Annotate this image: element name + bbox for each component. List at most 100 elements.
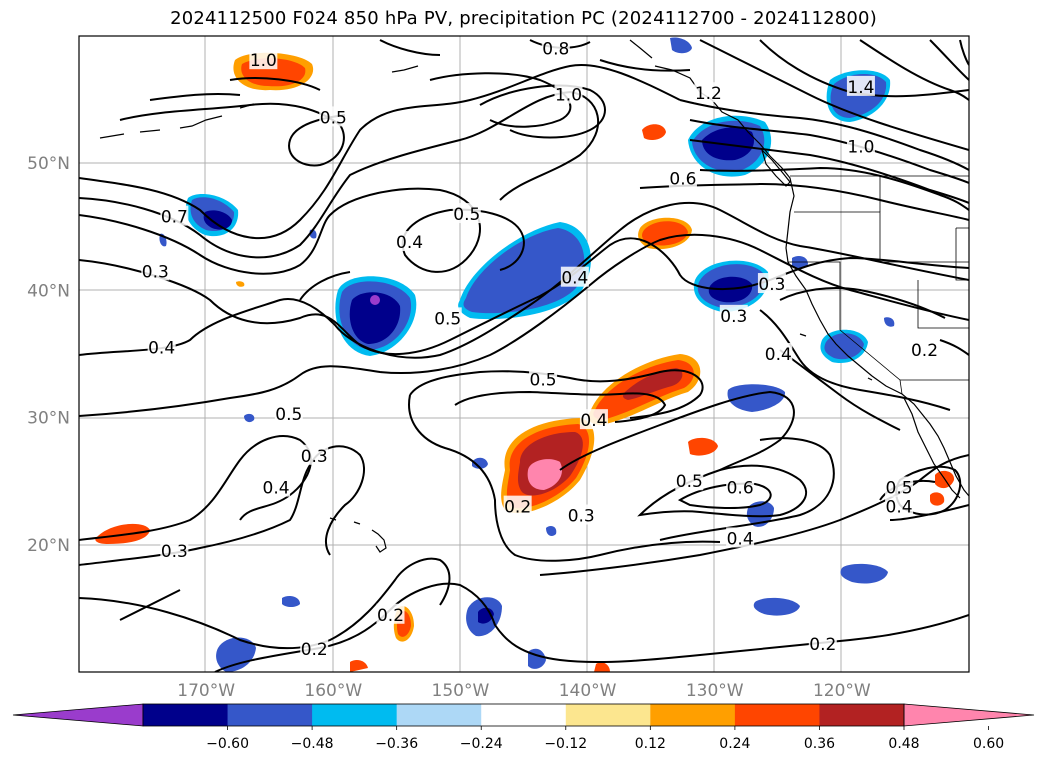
pv-contour-label: 1.2 [695, 84, 722, 104]
pv-label-background [910, 339, 939, 360]
pv-contour-label: 0.2 [301, 640, 328, 660]
pv-label-background [668, 167, 697, 188]
pv-contour-label: 0.3 [720, 307, 747, 327]
pv-label-background [764, 343, 793, 363]
pv-label-background [319, 106, 348, 127]
colorbar-tick-label: 0.12 [635, 736, 666, 752]
pv-label-background [300, 638, 329, 659]
colorbar-tick-label: 0.60 [973, 736, 1004, 752]
colorbar-tick-label: −0.60 [206, 736, 249, 752]
pv-label-background [808, 633, 837, 654]
pv-label-background [885, 495, 914, 516]
pv-contour-label: 0.3 [568, 507, 595, 527]
colorbar-swatch [734, 704, 820, 726]
pv-contour-label: 0.3 [758, 275, 785, 295]
colorbar: −0.60 −0.48 −0.36 −0.24 −0.12 0.12 0.24 0.36 0.4… [12, 703, 1035, 752]
pv-contour-label: 0.5 [886, 479, 913, 499]
pv-label-background [160, 540, 189, 561]
longitude-label: 150°W [432, 681, 490, 701]
latitude-label: 30°N [27, 409, 70, 429]
colorbar-swatch [143, 704, 229, 726]
pv-label-background [757, 273, 786, 294]
pv-label-background [395, 231, 424, 252]
pv-contour-label: 0.5 [320, 108, 347, 128]
colorbar-swatch [819, 704, 905, 726]
precipitation-anomaly-shading [95, 37, 955, 672]
pv-contour-label: 0.4 [561, 269, 588, 289]
pv-contour-label: 0.4 [263, 479, 290, 499]
map-frame [78, 35, 970, 673]
colorbar-tick-label: −0.48 [291, 736, 334, 752]
colorbar-tick-label: −0.12 [544, 736, 587, 752]
colorbar-swatch [312, 704, 398, 726]
latitude-label: 20°N [27, 536, 70, 556]
pv-label-background [885, 476, 914, 497]
pv-contour-label: 0.2 [809, 635, 836, 655]
pv-contour-labels: 1.00.81.0 1.2 1.41.00.50.60.7 0.50.40.40.30… [141, 37, 939, 660]
pv-contour-label: 0.5 [530, 370, 557, 390]
longitude-labels: 170°W 160°W 150°W 140°W 130°W 120°W [177, 681, 871, 701]
pv-label-background [529, 368, 558, 389]
pv-contour-label: 0.4 [396, 233, 423, 253]
pv-contour-label: 0.2 [504, 498, 531, 518]
pv-contour-label: 0.4 [886, 498, 913, 518]
latitude-label: 40°N [27, 281, 70, 301]
pv-contour-label: 0.5 [275, 405, 302, 425]
pv-contour-label: 0.4 [580, 411, 607, 431]
pv-label-background [262, 476, 291, 497]
pv-label-background [846, 135, 875, 156]
pv-label-background [147, 336, 176, 357]
pv-label-background [452, 203, 481, 224]
pv-contour-label: 1.0 [555, 86, 582, 106]
colorbar-tick-label: 0.48 [888, 736, 919, 752]
pv-contour-label: 0.4 [765, 345, 792, 365]
pv-label-background [846, 75, 875, 96]
pv-label-background [433, 307, 462, 328]
latitude-label: 50°N [27, 154, 70, 174]
pv-contour-label: 1.4 [847, 78, 874, 98]
colorbar-frame [142, 703, 905, 727]
pv-contour-label: 1.0 [847, 138, 874, 158]
pv-contour-label: 0.3 [161, 542, 188, 562]
pv-label-background [675, 470, 704, 491]
pv-label-background [160, 205, 189, 226]
pv-contour-label: 0.7 [161, 208, 188, 228]
longitude-label: 160°W [304, 681, 362, 701]
pv-contour-label: 0.5 [676, 472, 703, 492]
pv-label-background [726, 527, 755, 548]
pv-contour-label: 1.0 [250, 51, 277, 71]
colorbar-swatch [650, 704, 736, 726]
pv-label-background [567, 504, 596, 525]
pv-label-background [376, 603, 405, 624]
pv-label-background [719, 304, 748, 325]
pv-contour-label: 0.6 [727, 479, 754, 499]
colorbar-tick-label: 0.36 [804, 736, 835, 752]
pv-label-background [560, 266, 589, 287]
pv-label-background [503, 495, 532, 516]
pv-label-background [726, 476, 755, 497]
pv-contour-label: 0.5 [434, 309, 461, 329]
pv-contour-label: 0.6 [669, 169, 696, 189]
colorbar-swatch [565, 704, 651, 726]
colorbar-tick-label: 0.24 [719, 736, 750, 752]
map-background [79, 36, 969, 672]
pv-contour-label: 0.4 [148, 339, 175, 359]
pv-label-background [249, 49, 278, 70]
coastlines [99, 39, 969, 553]
colorbar-swatch [227, 704, 313, 726]
latitude-labels: 50°N 40°N 30°N 20°N [27, 154, 70, 556]
longitude-label: 120°W [813, 681, 871, 701]
colorbar-swatch [396, 704, 482, 726]
colorbar-tick-label: −0.24 [460, 736, 503, 752]
pv-label-background [300, 444, 329, 465]
pv-contour-label: 0.5 [453, 205, 480, 225]
longitude-label: 170°W [177, 681, 235, 701]
colorbar-extend-low [12, 703, 144, 727]
pv-label-background [141, 260, 170, 281]
pv-label-background [694, 82, 723, 103]
pv-label-background [579, 409, 608, 430]
pv-label-background [541, 37, 570, 58]
colorbar-tick-label: −0.36 [375, 736, 418, 752]
longitude-label: 140°W [559, 681, 617, 701]
